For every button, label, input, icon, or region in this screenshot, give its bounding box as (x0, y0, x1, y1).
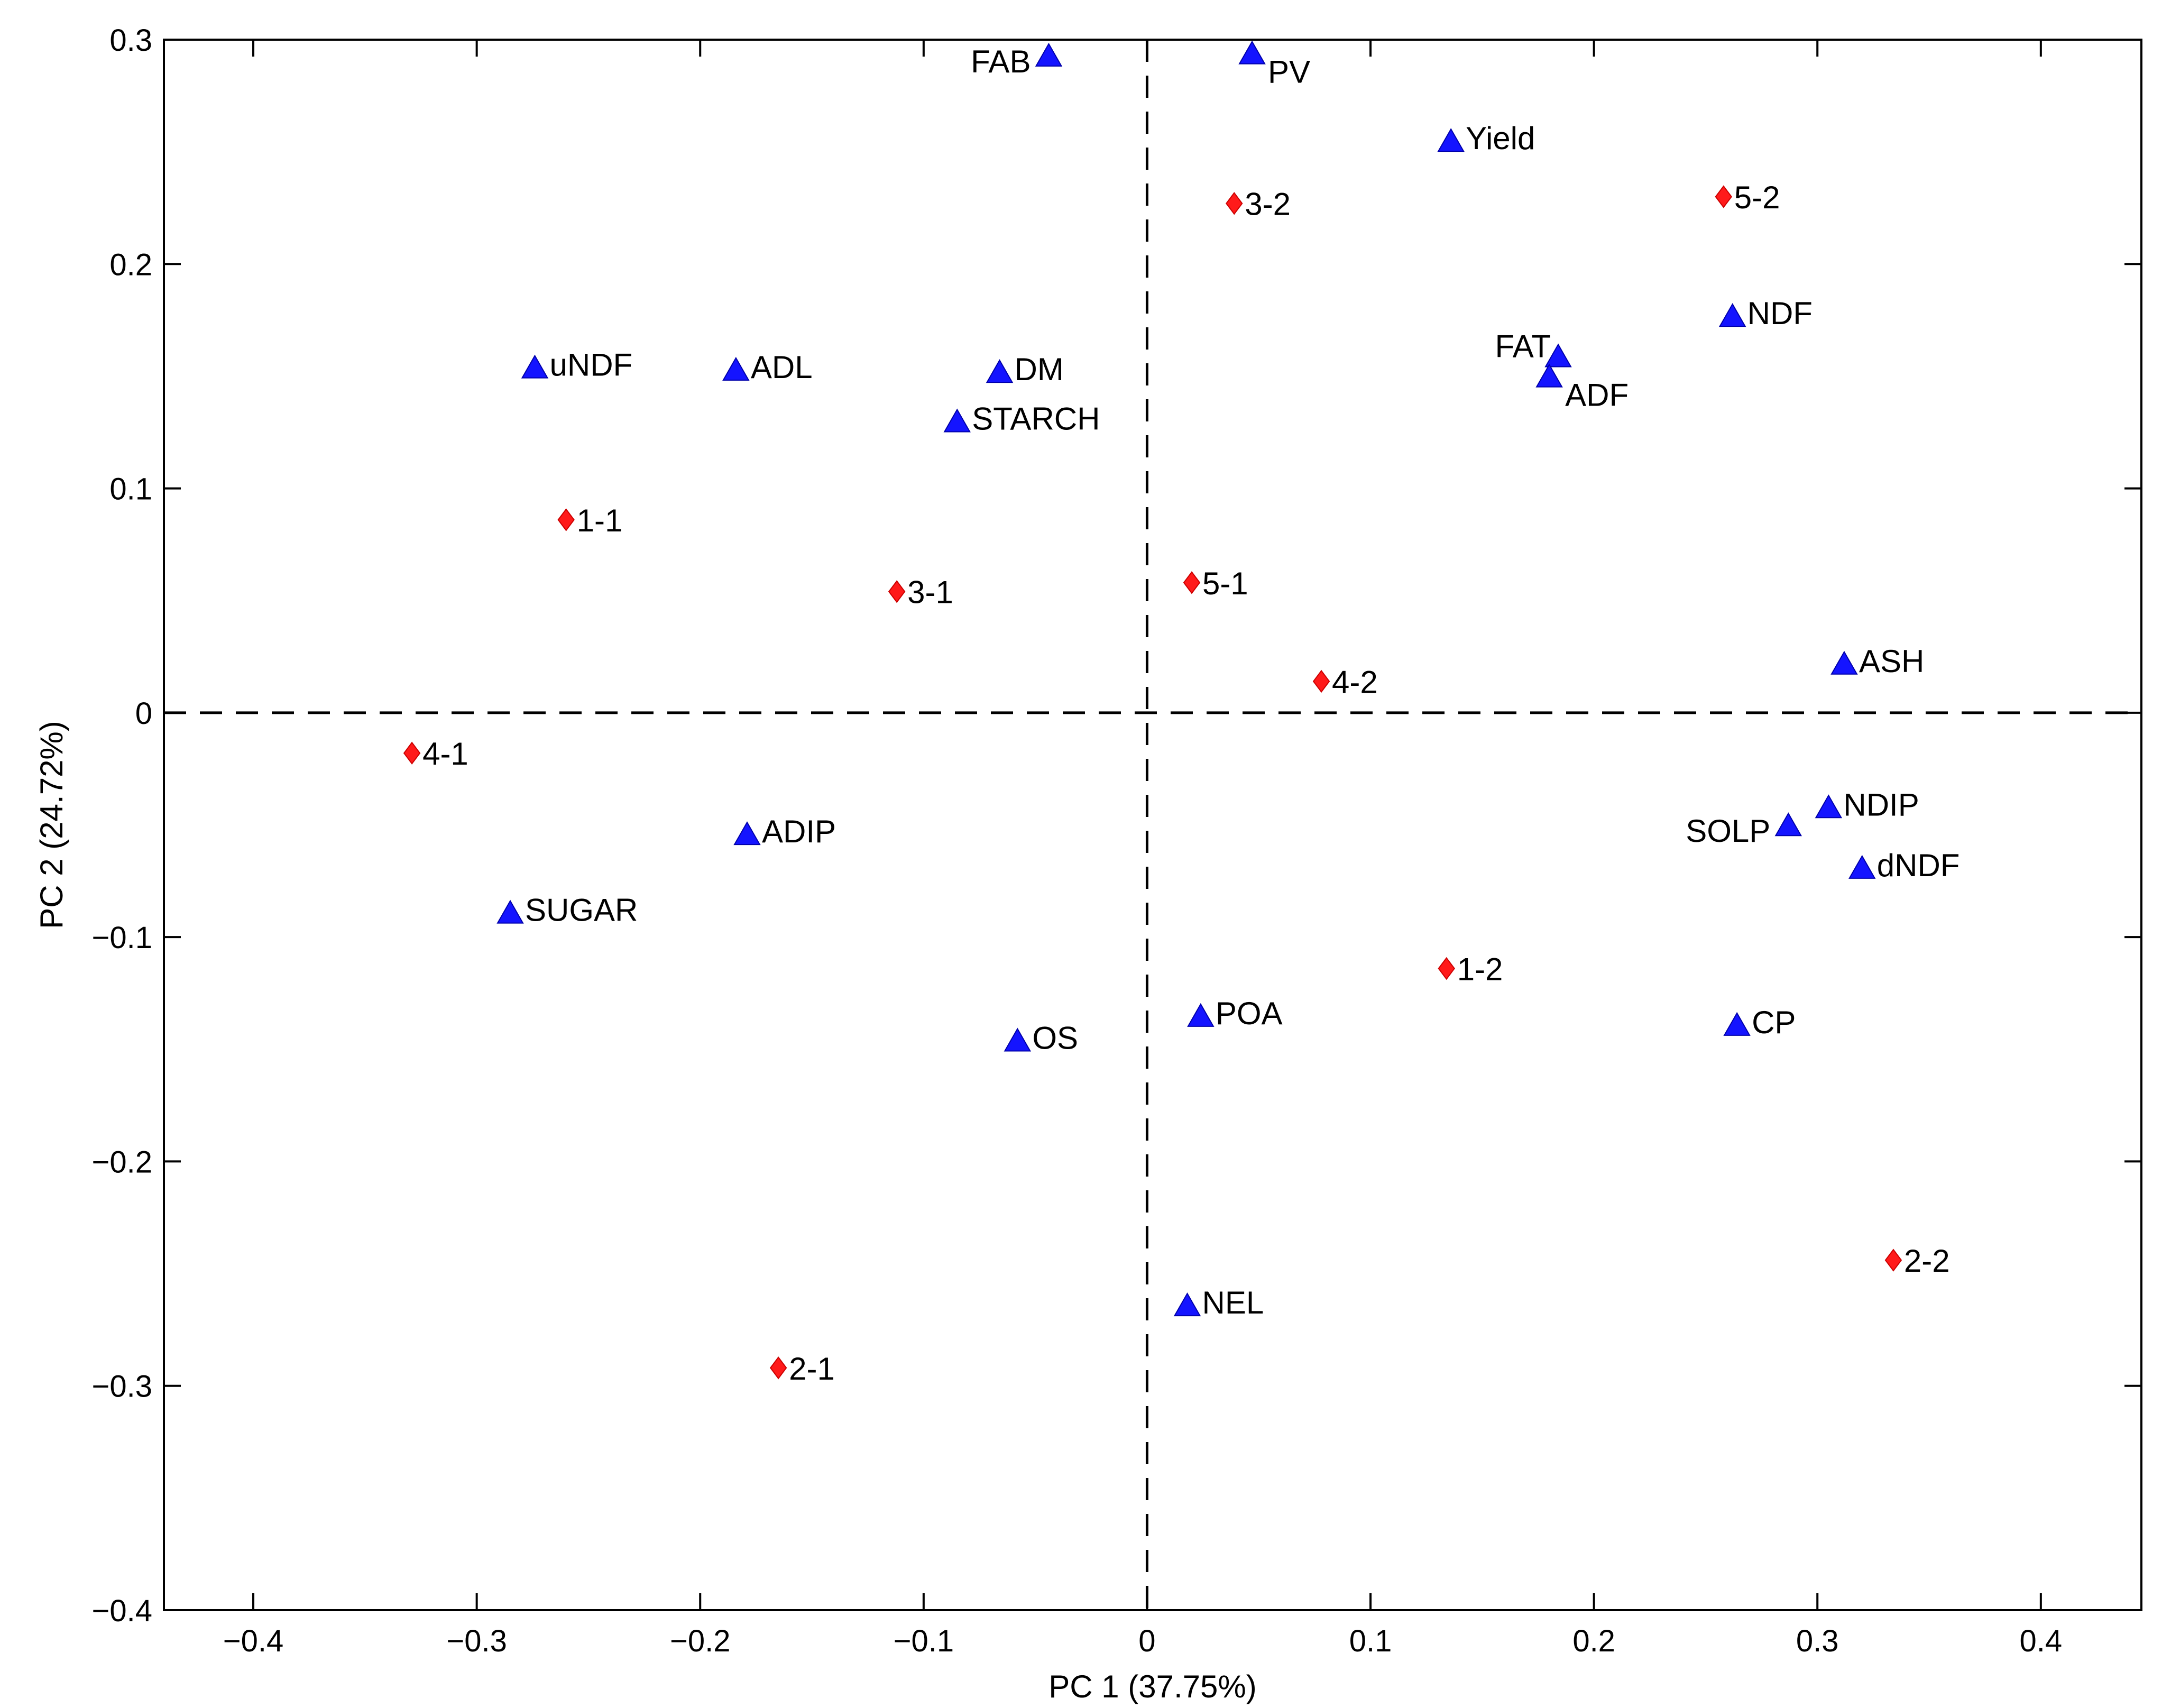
variable-point (1173, 1292, 1201, 1317)
variable-label: ASH (1859, 644, 1924, 679)
variable-label: dNDF (1877, 848, 1960, 883)
sample-point (1884, 1248, 1902, 1272)
variable-point (1187, 1003, 1215, 1027)
sample-point (1438, 957, 1455, 980)
variable-point (1004, 1027, 1032, 1052)
x-tick-label: 0.2 (1572, 1624, 1615, 1658)
sample-point (769, 1356, 787, 1380)
x-tick-label: 0.1 (1349, 1624, 1392, 1658)
axis-ticks (164, 39, 2141, 1611)
x-tick-labels: −0.4 −0.3 −0.2 −0.1 0 0.1 0.2 0.3 0.4 (223, 1624, 2062, 1658)
y-axis-label: PC 2 (24.72%) (34, 721, 69, 929)
sample-label: 5-2 (1734, 180, 1780, 215)
sample-label: 1-1 (577, 503, 623, 538)
variable-point (1830, 650, 1858, 675)
sample-label: 2-1 (789, 1351, 835, 1386)
sample-point (1183, 571, 1201, 594)
y-tick-label: −0.2 (92, 1145, 153, 1179)
y-tick-label: −0.4 (92, 1594, 153, 1628)
variable-label: NEL (1202, 1285, 1264, 1320)
variable-point (986, 359, 1014, 383)
variable-label: NDF (1747, 296, 1813, 331)
y-tick-label: −0.1 (92, 921, 153, 955)
variable-point (1718, 303, 1746, 327)
x-tick-label: 0 (1138, 1624, 1155, 1658)
x-tick-label: −0.3 (446, 1624, 507, 1658)
variable-point (722, 356, 750, 381)
sample-label: 5-1 (1202, 566, 1248, 601)
variable-label: SUGAR (525, 893, 638, 928)
variable-point (1544, 343, 1572, 368)
data-points (403, 40, 1902, 1380)
variable-point (1723, 1012, 1751, 1036)
sample-label: 2-2 (1904, 1243, 1950, 1279)
sample-label: 3-1 (907, 575, 953, 610)
sample-point (1225, 192, 1243, 215)
variable-label: NDIP (1843, 787, 1919, 822)
sample-point (1715, 185, 1732, 208)
sample-label: 4-2 (1332, 664, 1378, 700)
x-axis-label: PC 1 (37.75%) (1048, 1669, 1257, 1704)
x-tick-label: −0.4 (223, 1624, 284, 1658)
variable-point (496, 899, 524, 924)
variable-point (1238, 40, 1266, 65)
sample-point (557, 508, 575, 531)
variable-label: POA (1216, 996, 1283, 1031)
variable-label: STARCH (972, 401, 1100, 437)
variable-point (1035, 42, 1063, 67)
sample-point (888, 580, 906, 603)
variable-label: FAT (1495, 328, 1551, 364)
sample-label: 3-2 (1245, 187, 1291, 222)
point-labels: FAB PV Yield NDF FAT ADF uNDF ADL DM STARCH ASH NDI… (422, 44, 1960, 1386)
variable-point (1848, 855, 1876, 879)
variable-point (1815, 794, 1843, 819)
variable-label: CP (1752, 1005, 1796, 1040)
x-tick-label: 0.4 (2020, 1624, 2063, 1658)
x-tick-label: −0.1 (894, 1624, 954, 1658)
y-tick-labels: 0.3 0.2 0.1 0 −0.1 −0.2 −0.3 −0.4 (92, 23, 153, 1628)
y-tick-label: −0.3 (92, 1370, 153, 1404)
variable-label: OS (1032, 1021, 1078, 1056)
variable-label: Yield (1466, 121, 1535, 156)
y-tick-label: 0 (135, 696, 152, 731)
sample-point (1312, 669, 1330, 693)
variable-point (1437, 128, 1465, 152)
variable-label: PV (1268, 54, 1310, 90)
variable-label: FAB (971, 44, 1031, 79)
plot-frame (163, 39, 2142, 1611)
variable-label: DM (1015, 352, 1064, 387)
variable-label: ADF (1565, 378, 1629, 413)
variable-point (1774, 812, 1802, 837)
x-tick-label: 0.3 (1796, 1624, 1839, 1658)
y-tick-label: 0.1 (109, 472, 152, 507)
x-tick-label: −0.2 (670, 1624, 731, 1658)
variable-point (1535, 363, 1563, 388)
sample-label: 4-1 (422, 736, 468, 772)
sample-label: 1-2 (1457, 952, 1503, 987)
variable-point (521, 354, 549, 379)
variable-label: ADIP (762, 814, 836, 849)
sample-point (403, 741, 421, 765)
variable-point (733, 821, 761, 846)
y-tick-label: 0.2 (109, 247, 152, 282)
reference-lines (164, 40, 2141, 1610)
variable-label: uNDF (550, 347, 633, 383)
variable-label: ADL (751, 350, 813, 385)
y-tick-label: 0.3 (109, 23, 152, 58)
variable-label: SOLP (1686, 813, 1770, 849)
variable-point (943, 408, 971, 433)
